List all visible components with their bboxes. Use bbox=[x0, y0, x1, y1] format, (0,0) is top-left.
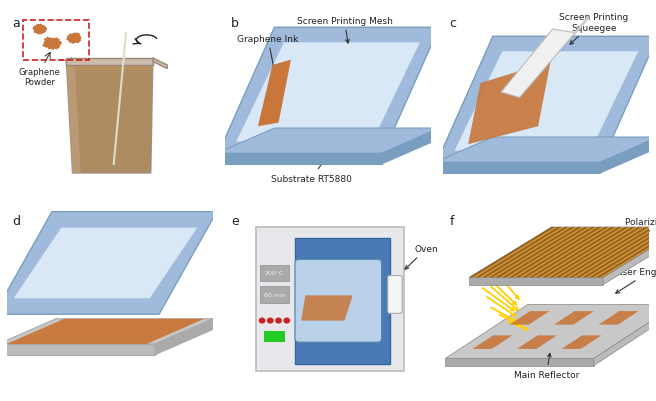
Text: Graphene
Powder: Graphene Powder bbox=[18, 68, 60, 87]
Polygon shape bbox=[469, 227, 656, 277]
FancyBboxPatch shape bbox=[264, 332, 285, 342]
Text: b: b bbox=[231, 17, 239, 30]
Polygon shape bbox=[216, 154, 382, 164]
Text: Laser Engraving: Laser Engraving bbox=[612, 268, 656, 294]
Text: Screen Printing Mesh: Screen Printing Mesh bbox=[297, 16, 392, 44]
Text: d: d bbox=[12, 215, 21, 228]
Polygon shape bbox=[435, 37, 656, 166]
Polygon shape bbox=[468, 62, 550, 145]
Polygon shape bbox=[472, 336, 512, 349]
Polygon shape bbox=[502, 227, 588, 277]
Text: Substrate RT5880: Substrate RT5880 bbox=[271, 159, 352, 183]
Polygon shape bbox=[435, 163, 600, 174]
Polygon shape bbox=[501, 30, 575, 98]
Circle shape bbox=[268, 318, 273, 323]
Polygon shape bbox=[7, 319, 205, 344]
Polygon shape bbox=[517, 336, 557, 349]
Polygon shape bbox=[301, 296, 353, 321]
Text: e: e bbox=[231, 215, 239, 228]
Polygon shape bbox=[600, 138, 656, 174]
Text: f: f bbox=[449, 215, 454, 228]
Polygon shape bbox=[445, 358, 594, 366]
Circle shape bbox=[276, 318, 281, 323]
Text: c: c bbox=[449, 17, 457, 30]
Polygon shape bbox=[216, 28, 440, 158]
Polygon shape bbox=[14, 228, 197, 299]
Polygon shape bbox=[67, 34, 81, 44]
Text: a: a bbox=[12, 17, 20, 30]
Polygon shape bbox=[382, 129, 440, 164]
FancyBboxPatch shape bbox=[295, 238, 390, 364]
Polygon shape bbox=[583, 227, 656, 277]
Polygon shape bbox=[523, 227, 608, 277]
FancyBboxPatch shape bbox=[388, 276, 402, 314]
Polygon shape bbox=[596, 227, 656, 277]
Polygon shape bbox=[563, 227, 648, 277]
Polygon shape bbox=[445, 305, 656, 358]
Polygon shape bbox=[0, 212, 216, 314]
Polygon shape bbox=[529, 227, 615, 277]
Polygon shape bbox=[550, 227, 635, 277]
Polygon shape bbox=[469, 277, 603, 285]
Polygon shape bbox=[0, 344, 155, 355]
Polygon shape bbox=[66, 62, 153, 174]
FancyBboxPatch shape bbox=[295, 260, 382, 342]
Polygon shape bbox=[603, 227, 656, 285]
Text: Screen Printing
Squeegee: Screen Printing Squeegee bbox=[559, 13, 628, 45]
Circle shape bbox=[284, 318, 289, 323]
Polygon shape bbox=[516, 227, 602, 277]
Polygon shape bbox=[258, 61, 291, 127]
Polygon shape bbox=[469, 227, 554, 277]
Polygon shape bbox=[576, 227, 656, 277]
Circle shape bbox=[259, 318, 265, 323]
Polygon shape bbox=[510, 311, 550, 325]
Polygon shape bbox=[496, 227, 581, 277]
Polygon shape bbox=[43, 38, 61, 51]
Polygon shape bbox=[569, 227, 655, 277]
Polygon shape bbox=[483, 227, 568, 277]
Polygon shape bbox=[590, 227, 656, 277]
Polygon shape bbox=[66, 66, 153, 71]
Polygon shape bbox=[236, 43, 420, 142]
Text: 200°C: 200°C bbox=[265, 271, 284, 276]
Polygon shape bbox=[476, 227, 562, 277]
Text: Oven: Oven bbox=[405, 245, 438, 269]
FancyBboxPatch shape bbox=[66, 59, 153, 66]
Text: 60 min: 60 min bbox=[264, 292, 285, 297]
FancyBboxPatch shape bbox=[256, 227, 404, 371]
Polygon shape bbox=[216, 129, 440, 154]
Polygon shape bbox=[509, 227, 595, 277]
Polygon shape bbox=[33, 25, 47, 35]
Polygon shape bbox=[66, 62, 81, 174]
Bar bbox=[23, 21, 89, 61]
Polygon shape bbox=[489, 227, 575, 277]
Polygon shape bbox=[536, 227, 621, 277]
Text: Polarizing Grids: Polarizing Grids bbox=[625, 218, 656, 250]
FancyBboxPatch shape bbox=[260, 265, 289, 281]
Polygon shape bbox=[153, 59, 167, 69]
Polygon shape bbox=[556, 227, 642, 277]
Polygon shape bbox=[594, 305, 656, 366]
Polygon shape bbox=[455, 52, 638, 151]
Polygon shape bbox=[598, 311, 638, 325]
Polygon shape bbox=[543, 227, 628, 277]
Polygon shape bbox=[435, 138, 656, 163]
Polygon shape bbox=[562, 336, 602, 349]
Text: Main Reflector: Main Reflector bbox=[514, 353, 579, 379]
Polygon shape bbox=[554, 311, 594, 325]
FancyBboxPatch shape bbox=[260, 287, 289, 303]
Polygon shape bbox=[0, 319, 213, 344]
Polygon shape bbox=[155, 319, 213, 355]
Text: Graphene Ink: Graphene Ink bbox=[237, 34, 298, 89]
